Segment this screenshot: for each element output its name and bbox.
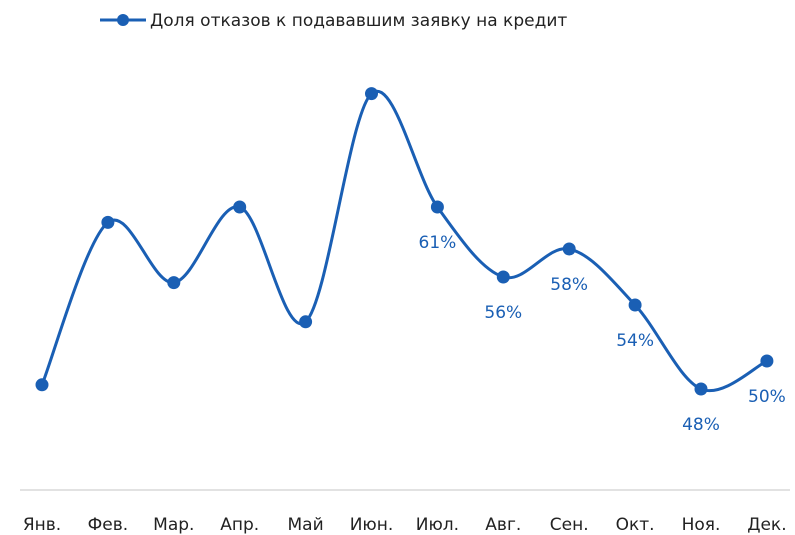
x-tick-label: Май (288, 515, 324, 535)
x-tick-label: Июн. (350, 515, 394, 535)
x-tick-label: Фев. (88, 515, 129, 535)
data-label: 48% (682, 415, 720, 435)
data-label: 61% (419, 233, 457, 253)
x-tick-label: Ноя. (682, 515, 721, 535)
data-point (101, 215, 115, 229)
data-label: 56% (484, 303, 522, 323)
data-point (299, 315, 313, 329)
x-tick-label: Мар. (153, 515, 194, 535)
data-label: 58% (550, 275, 588, 295)
data-point (760, 354, 774, 368)
data-point (430, 200, 444, 214)
series-line (40, 89, 768, 393)
data-label: 50% (748, 387, 786, 407)
x-tick-label: Авг. (485, 515, 521, 535)
x-tick-label: Апр. (220, 515, 259, 535)
x-tick-label: Июл. (416, 515, 459, 535)
x-tick-label: Янв. (23, 515, 61, 535)
data-point (167, 276, 181, 290)
x-tick-label: Сен. (550, 515, 589, 535)
legend-marker (117, 14, 129, 26)
x-tick-label: Дек. (747, 515, 786, 535)
data-point (496, 270, 510, 284)
data-point (562, 242, 576, 256)
data-point (35, 378, 49, 392)
data-point (365, 87, 378, 101)
data-point (694, 382, 708, 396)
x-tick-label: Окт. (616, 515, 655, 535)
data-point (628, 298, 642, 312)
data-point (233, 200, 247, 214)
legend-label: Доля отказов к подававшим заявку на кред… (150, 11, 567, 31)
data-label: 54% (616, 331, 654, 351)
